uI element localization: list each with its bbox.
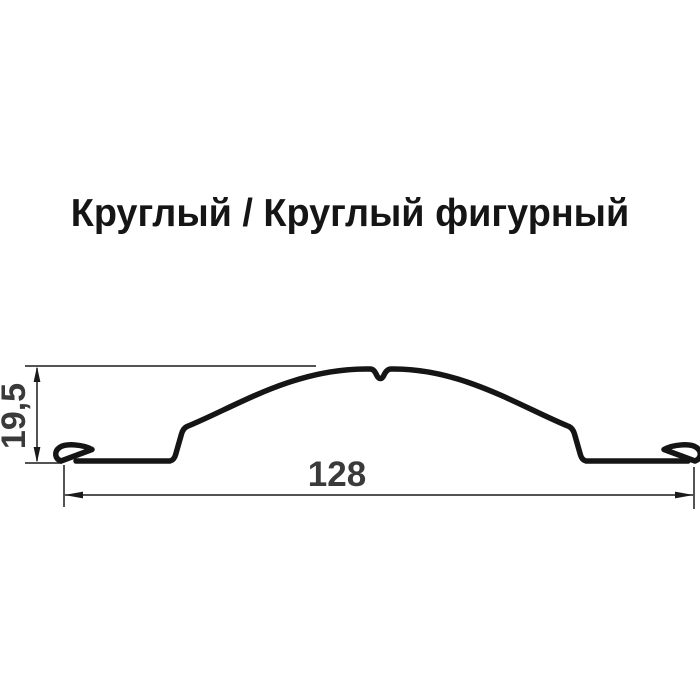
arrow-right-icon (675, 491, 694, 499)
right-hem-curl (661, 442, 700, 464)
height-dimension-label: 19,5 (0, 382, 33, 450)
width-dimension (63, 465, 695, 509)
arrow-down-icon (33, 447, 41, 463)
left-hem-curl (53, 442, 95, 464)
picket-profile (53, 366, 700, 464)
page-title: Круглый / Круглый фигурный (70, 192, 630, 235)
arrow-left-icon (64, 491, 83, 499)
height-dimension (25, 365, 316, 464)
width-dimension-label: 128 (307, 455, 367, 494)
profile-outline-path (73, 366, 691, 464)
arrow-up-icon (33, 366, 41, 382)
